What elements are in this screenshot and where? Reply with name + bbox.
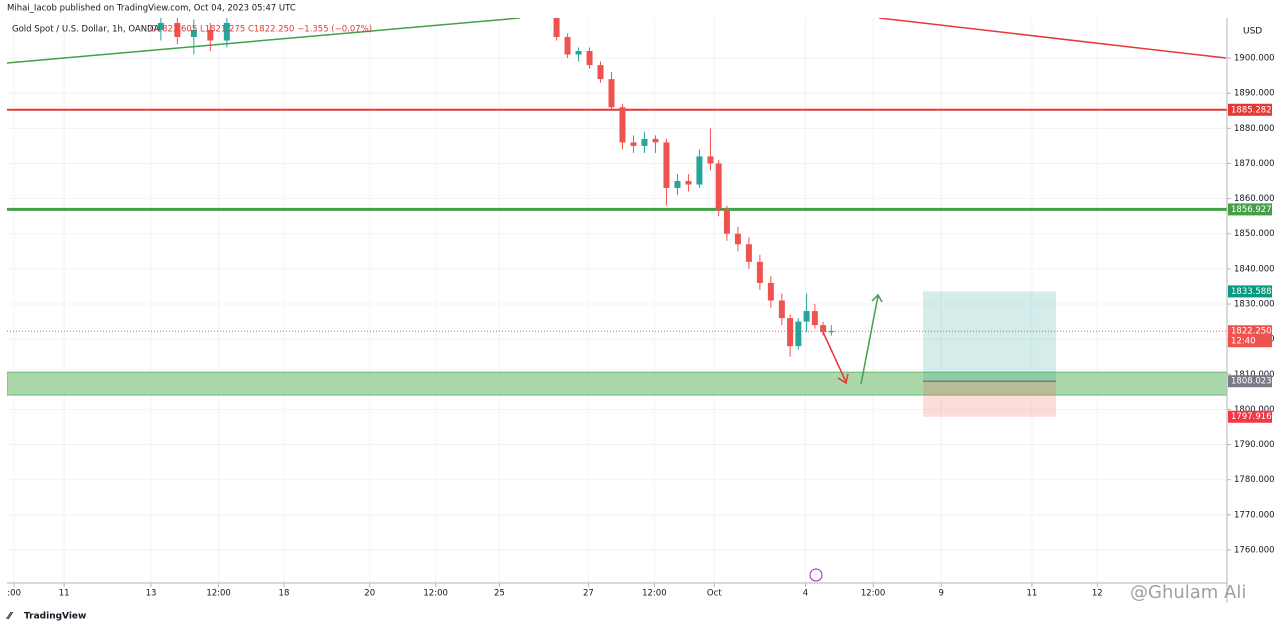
candle-body — [619, 107, 626, 143]
stop-label-bg — [1228, 410, 1272, 423]
y-tick-label: 1770.000 — [1234, 510, 1275, 520]
candle-body — [608, 79, 615, 108]
candle-body — [685, 181, 692, 185]
y-tick-label: 1780.000 — [1234, 475, 1275, 485]
countdown: 12:40 — [1231, 337, 1256, 347]
y-tick-label: 1790.000 — [1234, 440, 1275, 450]
up-arrow — [860, 295, 879, 385]
last-price-label: 1822.250 — [1231, 327, 1272, 337]
symbol: Gold Spot / U.S. Dollar, 1h, OANDA — [12, 25, 159, 35]
candle-body — [190, 29, 197, 37]
y-tick-label: 1760.000 — [1234, 545, 1275, 555]
candle-body — [828, 331, 835, 333]
watermark: @Ghulam Ali — [1130, 582, 1246, 603]
candle-body — [586, 51, 593, 66]
target-box — [923, 291, 1057, 382]
down-arrow-head — [837, 373, 849, 385]
candle-body — [795, 321, 802, 347]
y-tick-label: 1800.000 — [1234, 405, 1275, 415]
support-zone — [7, 371, 1227, 396]
x-tick-label: 12:00 — [861, 589, 886, 599]
candle-body — [597, 65, 604, 80]
stop-box — [923, 381, 1057, 417]
x-tick-label: 12 — [1092, 589, 1103, 599]
y-tick-label: 1890.000 — [1234, 89, 1275, 99]
axes: 1760.000 1770.000 1780.000 1790.000 1800.000… — [7, 54, 1274, 599]
entry-label-bg — [1228, 375, 1272, 388]
plot-area — [7, 18, 1227, 417]
level-label-bg — [1228, 203, 1272, 216]
candle-body — [803, 311, 810, 322]
candle-body — [778, 300, 785, 319]
candle-body — [630, 142, 637, 146]
brand: TradingView — [24, 612, 86, 622]
stop-label: 1797.916 — [1231, 412, 1272, 422]
level-label: 1885.282 — [1231, 105, 1272, 115]
last-price-bg — [1228, 325, 1272, 348]
candle-body — [696, 156, 703, 185]
x-tick-label: 11 — [1026, 589, 1037, 599]
level-label: 1856.927 — [1231, 205, 1272, 215]
y-tick-label: 1880.000 — [1234, 124, 1275, 134]
candle-body — [787, 318, 794, 347]
target-label: 1833.588 — [1231, 287, 1272, 297]
ohlc: O1823.605 L1821.275 C1822.250 −1.355 (−0… — [150, 25, 372, 35]
candle-body — [575, 51, 582, 55]
y-tick-label: 1850.000 — [1234, 229, 1275, 239]
x-tick-label: 18 — [279, 589, 290, 599]
candle-body — [207, 29, 214, 41]
brand-logo: ⁄⁄ — [6, 611, 14, 622]
y-tick-label: 1900.000 — [1234, 54, 1275, 64]
candle-body — [820, 325, 827, 333]
x-tick-label: 12:00 — [206, 589, 231, 599]
candle-body — [553, 18, 560, 37]
entry-label: 1808.023 — [1231, 377, 1272, 387]
candle-body — [652, 138, 659, 143]
up-arrow-head — [871, 293, 883, 303]
x-tick-label: 25 — [494, 589, 505, 599]
y-tick-label: 1810.000 — [1234, 370, 1275, 380]
target-label-bg — [1228, 285, 1272, 298]
candle-body — [641, 138, 648, 146]
publisher: Mihai_Iacob published on TradingView.com… — [7, 4, 296, 14]
trendline — [879, 18, 1226, 59]
x-tick-label: 9 — [939, 589, 944, 599]
x-tick-label: 12:00 — [423, 589, 448, 599]
y-tick-label: 1870.000 — [1234, 159, 1275, 169]
x-tick-label: :00 — [7, 589, 21, 599]
down-arrow — [822, 331, 847, 383]
x-tick-label: 20 — [364, 589, 375, 599]
candle-body — [564, 36, 571, 55]
candle-body — [723, 209, 730, 234]
currency: USD — [1243, 27, 1262, 37]
candle-body — [767, 282, 774, 301]
x-tick-label: 4 — [803, 589, 808, 599]
y-tick-label: 1860.000 — [1234, 194, 1275, 204]
candle-body — [734, 233, 741, 245]
x-tick-label: Oct — [707, 589, 722, 599]
candle-body — [674, 181, 681, 189]
candle-body — [157, 22, 164, 30]
trendline — [7, 18, 520, 64]
candle-body — [745, 244, 752, 262]
candle-body — [756, 261, 763, 283]
x-tick-label: 12:00 — [642, 589, 667, 599]
y-tick-label: 1830.000 — [1234, 300, 1275, 310]
candle-body — [707, 156, 714, 164]
candle-body — [174, 22, 181, 37]
x-tick-label: 11 — [59, 589, 70, 599]
candle-body — [663, 142, 670, 189]
y-tick-label: 1840.000 — [1234, 264, 1275, 274]
event-icon[interactable] — [809, 568, 823, 582]
x-tick-label: 13 — [146, 589, 157, 599]
candle-body — [223, 22, 230, 41]
arrows — [809, 293, 883, 582]
x-tick-label: 27 — [583, 589, 594, 599]
candle-body — [811, 311, 818, 326]
level-label-bg — [1228, 103, 1272, 116]
candle-body — [715, 163, 722, 210]
